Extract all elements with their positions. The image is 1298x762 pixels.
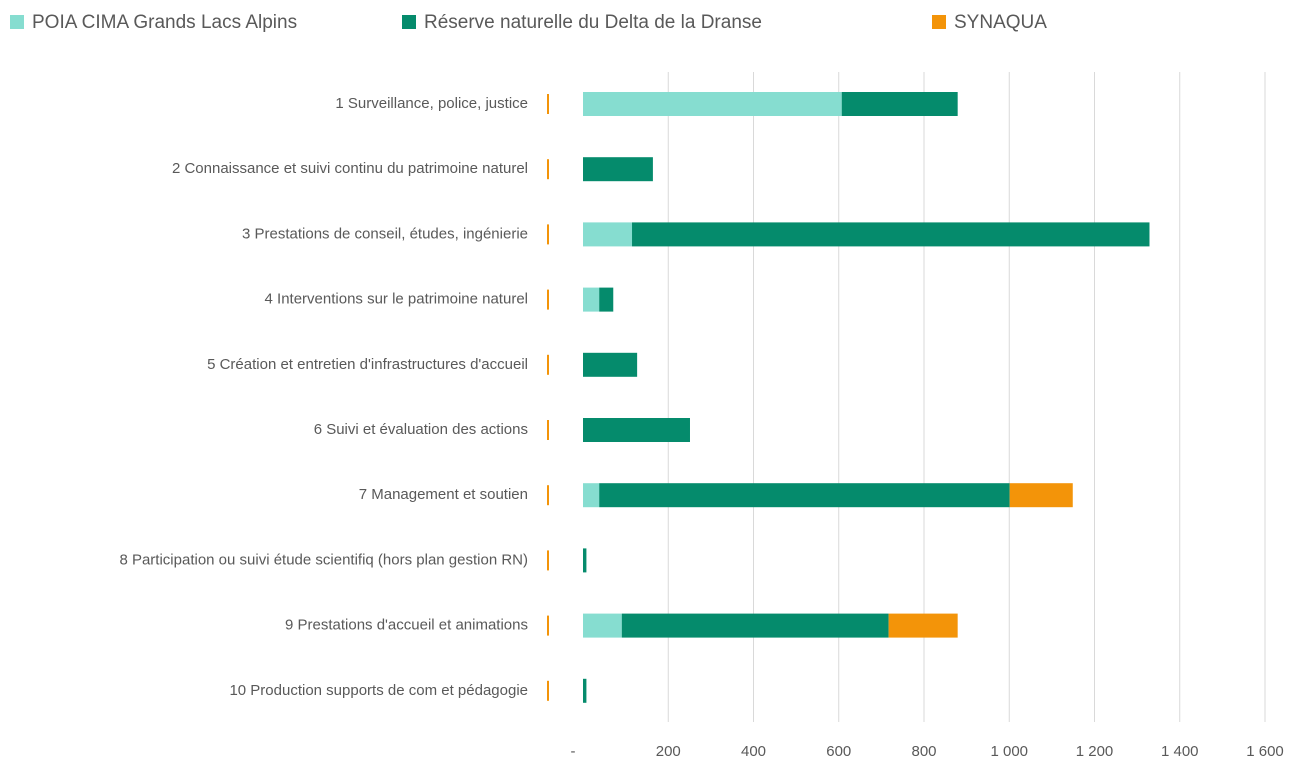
x-tick-label: - <box>571 743 576 760</box>
x-tick-label: 1 200 <box>1076 743 1114 760</box>
y-tick-label: 10 Production supports de com et pédagog… <box>229 682 528 699</box>
bar-segment <box>583 92 842 116</box>
bar-segment <box>599 287 614 312</box>
y-tick-label: 1 Surveillance, police, justice <box>335 95 528 112</box>
y-tick-label: 8 Participation ou suivi étude scientifi… <box>119 551 528 568</box>
x-tick-label: 600 <box>826 743 851 760</box>
y-tick-label: 5 Création et entretien d'infrastructure… <box>207 356 528 373</box>
bar-segment <box>583 352 638 377</box>
legend-label: Réserve naturelle du Delta de la Dranse <box>424 12 762 33</box>
legend-swatch <box>402 15 416 29</box>
legend-label: SYNAQUA <box>954 12 1047 33</box>
legend-swatch <box>932 15 946 29</box>
x-tick-label: 1 000 <box>990 743 1028 760</box>
x-tick-label: 200 <box>656 743 681 760</box>
x-tick-label: 400 <box>741 743 766 760</box>
bar-segment <box>1009 483 1073 508</box>
bar-segment <box>583 157 653 182</box>
bar-segment <box>888 613 958 638</box>
legend-label: POIA CIMA Grands Lacs Alpins <box>32 12 297 33</box>
bar-segment <box>583 678 587 703</box>
bar-segment <box>583 222 633 247</box>
bar-segment <box>583 613 622 638</box>
legend-swatch <box>10 15 24 29</box>
bar-segment <box>583 418 690 442</box>
x-tick-label: 800 <box>911 743 936 760</box>
y-tick-label: 3 Prestations de conseil, études, ingéni… <box>242 225 528 242</box>
x-tick-label: 1 600 <box>1246 743 1284 760</box>
bar-segment <box>583 548 587 573</box>
bar-segment <box>632 222 1150 247</box>
y-tick-label: 7 Management et soutien <box>359 486 528 503</box>
bar-segment <box>841 92 958 116</box>
bar-segment <box>621 613 889 638</box>
bar-segment <box>583 483 600 508</box>
bar-segment <box>599 483 1010 508</box>
y-tick-label: 6 Suivi et évaluation des actions <box>314 421 528 438</box>
y-tick-label: 4 Interventions sur le patrimoine nature… <box>265 291 528 308</box>
bar-segment <box>583 287 600 312</box>
y-tick-label: 2 Connaissance et suivi continu du patri… <box>172 160 528 177</box>
y-tick-label: 9 Prestations d'accueil et animations <box>285 617 528 634</box>
x-tick-label: 1 400 <box>1161 743 1199 760</box>
